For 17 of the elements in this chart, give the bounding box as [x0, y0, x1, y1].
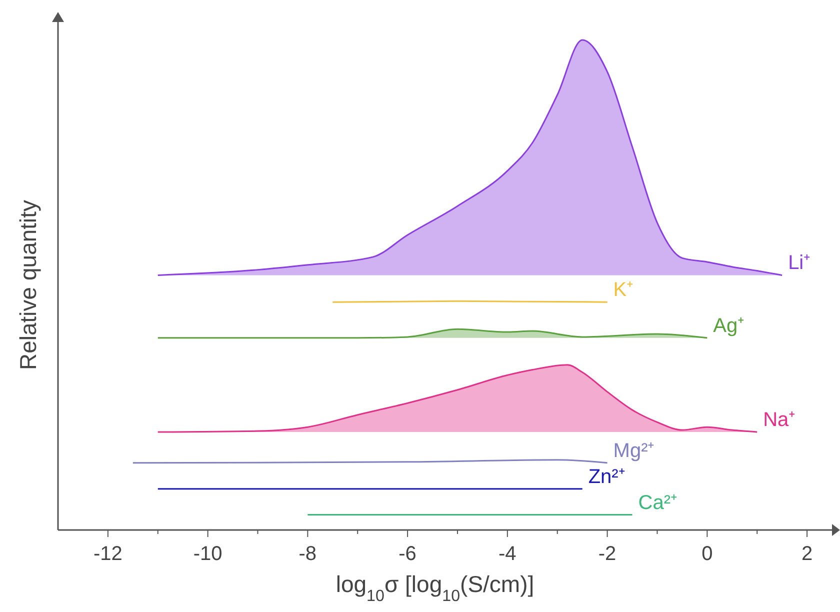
- series-label: K⁺: [613, 279, 634, 302]
- x-tick-label: 2: [801, 543, 813, 565]
- series-label: Ca²⁺: [638, 492, 678, 514]
- x-tick-label: -2: [598, 543, 616, 565]
- x-tick-label: -6: [398, 543, 416, 565]
- series-label: Mg²⁺: [613, 440, 655, 462]
- x-tick-label: -4: [498, 543, 516, 565]
- series-label: Zn²⁺: [588, 466, 626, 488]
- series-label: Ag⁺: [713, 314, 745, 337]
- series-label: Na⁺: [763, 409, 796, 431]
- x-axis-title: log$_{10}$σ [log$_{10}$(S/cm)]: [336, 571, 534, 605]
- x-tick-label: -10: [193, 543, 222, 565]
- series-label: Li⁺: [788, 252, 811, 274]
- y-axis-title: Relative quantity: [15, 199, 41, 370]
- x-tick-label: -12: [93, 543, 122, 565]
- x-tick-label: 0: [702, 543, 713, 565]
- x-tick-label: -8: [298, 543, 317, 565]
